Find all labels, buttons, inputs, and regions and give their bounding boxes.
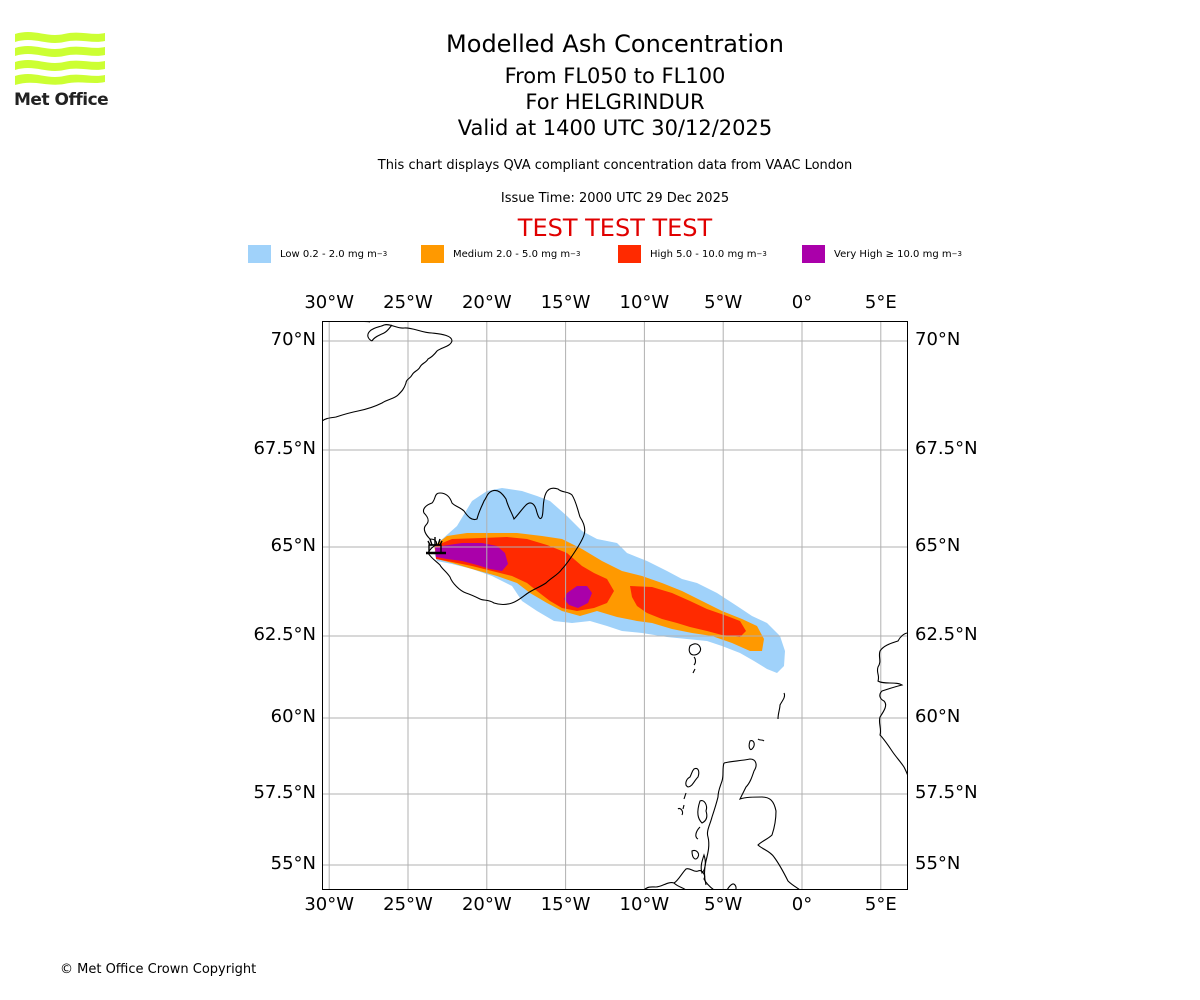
legend-swatch-high — [618, 245, 641, 263]
legend-item-very-high: Very High ≥ 10.0 mg m −3 — [802, 245, 962, 263]
coast-ireland — [643, 868, 715, 890]
flight-levels: From FL050 to FL100 — [504, 64, 726, 88]
coast-england — [726, 883, 737, 890]
coast-mull — [691, 849, 706, 875]
map-frame — [322, 321, 908, 890]
coast-hebrides — [677, 767, 700, 816]
lat-tick-label-right: 67.5°N — [915, 438, 978, 459]
met-office-logo-text: Met Office — [14, 90, 109, 110]
lat-tick-label-left: 65°N — [270, 535, 316, 556]
lon-tick-label-bottom: 15°W — [540, 894, 591, 915]
lon-tick-label-top: 5°W — [704, 292, 743, 313]
lon-tick-label-bottom: 20°W — [461, 894, 512, 915]
lon-tick-label-bottom: 30°W — [304, 894, 355, 915]
lon-tick-label-top: 10°W — [619, 292, 670, 313]
volcano-name: For HELGRINDUR — [525, 90, 705, 114]
lat-tick-label-left: 57.5°N — [253, 782, 316, 803]
legend-unit-sup: −3 — [376, 250, 388, 258]
coast-faroe — [688, 643, 702, 674]
lon-tick-label-bottom: 25°W — [383, 894, 433, 915]
ash-plume — [434, 488, 785, 673]
legend-unit-sup: −3 — [570, 250, 581, 258]
copyright: © Met Office Crown Copyright — [60, 962, 257, 977]
lat-tick-label-left: 60°N — [270, 706, 316, 727]
lon-tick-label-top: 0° — [791, 292, 813, 313]
lat-tick-label-left: 55°N — [270, 853, 316, 874]
lat-tick-label-left: 70°N — [270, 329, 316, 350]
valid-time: Valid at 1400 UTC 30/12/2025 — [457, 116, 773, 140]
legend-unit-sup: −3 — [756, 250, 767, 258]
legend-swatch-very-high — [802, 245, 825, 263]
lat-tick-label-right: 65°N — [915, 535, 961, 556]
legend-label-medium: Medium 2.0 - 5.0 mg m — [453, 248, 571, 260]
lat-tick-label-right: 60°N — [915, 706, 961, 727]
legend-label-very-high: Very High ≥ 10.0 mg m — [834, 248, 952, 260]
lon-tick-label-bottom: 5°E — [864, 894, 897, 915]
lon-tick-label-top: 25°W — [383, 292, 433, 313]
lon-tick-label-top: 30°W — [304, 292, 355, 313]
legend-swatch-medium — [421, 245, 444, 263]
lat-tick-label-right: 62.5°N — [915, 624, 978, 645]
coast-orkney — [748, 738, 765, 751]
coast-iceland — [422, 487, 586, 606]
lat-tick-label-right: 70°N — [915, 329, 961, 350]
test-banner: TEST TEST TEST — [517, 214, 713, 242]
map-grid — [322, 321, 908, 890]
coast-norway — [876, 632, 908, 778]
lon-tick-label-top: 20°W — [461, 292, 512, 313]
legend-item-high: High 5.0 - 10.0 mg m −3 — [618, 245, 767, 263]
lon-tick-label-top: 15°W — [540, 292, 591, 313]
lon-tick-label-bottom: 0° — [791, 894, 813, 915]
legend-item-low: Low 0.2 - 2.0 mg m −3 — [248, 245, 387, 263]
lon-tick-label-bottom: 10°W — [619, 894, 670, 915]
legend-label-low: Low 0.2 - 2.0 mg m — [280, 248, 377, 260]
legend-swatch-low — [248, 245, 271, 263]
plume-very-high — [435, 543, 592, 608]
lat-tick-label-right: 57.5°N — [915, 782, 978, 803]
lat-tick-label-left: 62.5°N — [253, 624, 316, 645]
lat-tick-label-right: 55°N — [915, 853, 961, 874]
chart-title: Modelled Ash Concentration — [446, 30, 784, 58]
subtitle: This chart displays QVA compliant concen… — [377, 158, 853, 173]
coast-greenland — [322, 321, 453, 422]
legend-item-medium: Medium 2.0 - 5.0 mg m −3 — [421, 245, 580, 263]
coast-skye — [695, 800, 708, 840]
legend-label-high: High 5.0 - 10.0 mg m — [650, 248, 757, 260]
ash-map[interactable] — [322, 321, 909, 891]
lat-tick-label-left: 67.5°N — [253, 438, 316, 459]
lon-tick-label-top: 5°E — [864, 292, 897, 313]
coast-greenland-inlet — [371, 324, 393, 342]
issue-time: Issue Time: 2000 UTC 29 Dec 2025 — [500, 191, 730, 206]
plume-high — [435, 537, 746, 637]
coast-scotland — [723, 758, 801, 890]
lon-tick-label-bottom: 5°W — [704, 894, 743, 915]
coast-shetland — [777, 692, 786, 720]
met-office-logo-waves-icon — [15, 32, 105, 85]
legend-unit-sup: −3 — [951, 250, 962, 258]
coast-ireland-2 — [673, 882, 687, 890]
coast-scotland-west — [703, 762, 725, 886]
volcano-marker-icon — [426, 537, 446, 555]
